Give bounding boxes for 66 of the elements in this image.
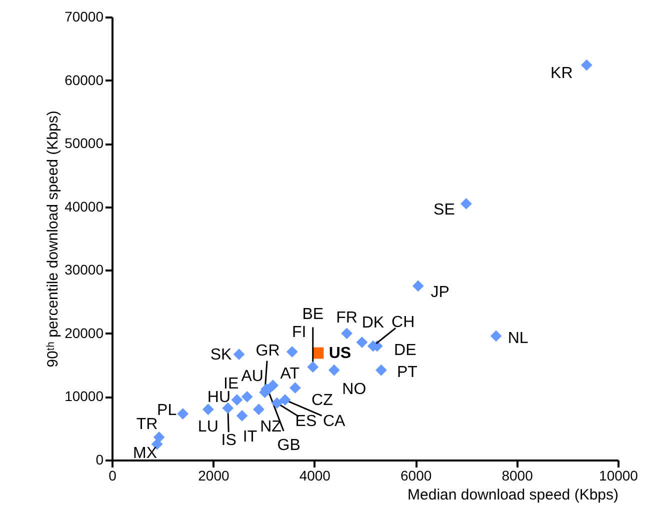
series-label: CH [392, 314, 415, 332]
y-tick-label: 30000 [64, 262, 104, 278]
x-tick-label: 0 [108, 468, 117, 484]
y-tick-label: 50000 [64, 135, 104, 152]
y-tick-label: 20000 [64, 324, 104, 341]
series-label: DK [362, 314, 384, 332]
x-tick-label: 10000 [599, 468, 638, 484]
point [307, 361, 319, 373]
point [356, 336, 368, 348]
series-label: ES [295, 413, 317, 430]
series-label: LU [198, 418, 218, 436]
series-label: AT [280, 365, 300, 382]
y-tick-label: 0 [96, 452, 104, 468]
series-label: PL [157, 402, 177, 419]
point [341, 328, 352, 340]
series-label: HU [207, 388, 231, 406]
series-label: NL [508, 330, 528, 347]
text: GB [277, 436, 300, 454]
x-tick-label: 4000 [299, 468, 331, 484]
series-label: US [328, 345, 352, 362]
series-label: GR [256, 342, 280, 360]
point [231, 394, 243, 406]
point [412, 280, 424, 292]
point [202, 404, 214, 416]
series-label: JP [430, 284, 450, 301]
point [580, 59, 592, 71]
series-label: FI [292, 324, 306, 341]
series-label: PT [396, 364, 418, 382]
series-label: FR [336, 309, 358, 326]
point [236, 410, 248, 422]
series-label: MX [133, 445, 158, 462]
text: CA [322, 412, 346, 430]
point [460, 198, 472, 210]
series-label: IT [242, 428, 258, 446]
point [328, 364, 340, 376]
y-tick-label: 60000 [64, 72, 104, 88]
point [375, 364, 387, 376]
point [253, 404, 264, 416]
x-tick-label: 6000 [400, 468, 432, 484]
series-label: CZ [312, 392, 334, 409]
x-axis-title: Median download speed (Kbps) [408, 486, 619, 504]
x-tick-label: 8000 [502, 468, 534, 484]
series-label: AU [241, 368, 264, 386]
y-tick-label: 10000 [64, 388, 104, 404]
series-label: SK [210, 346, 232, 364]
point [490, 330, 502, 342]
series-label: NO [342, 381, 366, 398]
series-label: IS [221, 432, 236, 450]
point [286, 346, 298, 358]
y-axis-title: 90ᵗʰ percentile download speed (Kbps) [44, 110, 62, 368]
y-tick-label: 40000 [64, 198, 104, 214]
series-label: NZ [260, 418, 282, 436]
series-label: TR [136, 416, 158, 434]
text: BE [302, 306, 324, 323]
series-label: SE [434, 202, 455, 219]
point [289, 382, 301, 394]
y-tick-label: 70000 [64, 8, 104, 24]
point [222, 402, 234, 414]
x-tick-label: 2000 [198, 468, 230, 484]
series-label: DE [394, 342, 416, 360]
point [279, 394, 291, 406]
point [271, 397, 283, 409]
point [233, 348, 245, 360]
series-label: KR [550, 65, 573, 82]
point [177, 408, 189, 420]
point [241, 391, 253, 402]
